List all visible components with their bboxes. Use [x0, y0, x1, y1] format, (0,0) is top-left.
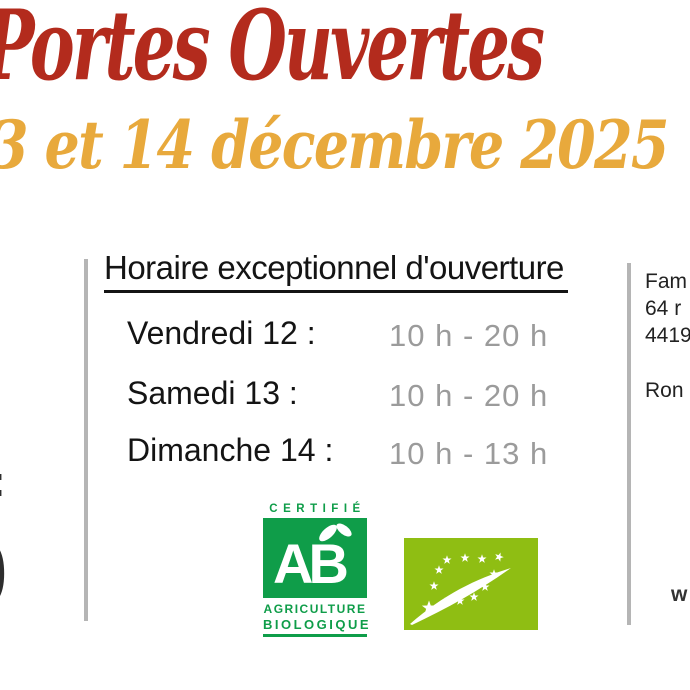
contact-block: Fam 64 r 4419 Ron [645, 268, 690, 404]
clipped-phone-digit-fragment: 0 [0, 525, 8, 622]
schedule-day-sunday: Dimanche 14 : [127, 432, 334, 468]
clipped-colon-fragment: : [0, 460, 6, 504]
schedule-box-left-border [84, 259, 88, 621]
contact-city-fragment: Ron [645, 379, 684, 402]
schedule-hours-sunday: 10 h - 13 h [389, 436, 549, 471]
contact-postcode-fragment: 4419 [645, 324, 690, 347]
euro-leaf-stem [410, 568, 511, 625]
schedule-day-friday: Vendredi 12 : [127, 315, 316, 351]
ab-biologique-label: BIOLOGIQUE [263, 617, 372, 632]
ab-certified-label: CERTIFIÉ [269, 503, 366, 515]
schedule-hours-saturday: 10 h - 20 h [389, 378, 549, 413]
schedule-hours-friday: 10 h - 20 h [389, 318, 549, 353]
website-fragment: w [671, 583, 688, 606]
schedule-heading: Horaire exceptionnel d'ouverture [104, 249, 568, 293]
ab-certification-logo: CERTIFIÉ AB AGRICULTURE BIOLOGIQUE [263, 503, 372, 637]
eu-organic-leaf-logo [404, 538, 538, 630]
ab-leaf-icon [319, 523, 352, 542]
contact-spacer [645, 349, 690, 377]
schedule-box-right-border [627, 263, 631, 625]
ab-agriculture-label: AGRICULTURE [263, 602, 367, 616]
ab-bottom-rule [263, 634, 367, 637]
ab-letters: AB [273, 532, 349, 595]
ab-green-square: AB [263, 518, 367, 598]
contact-name-fragment: Fam [645, 270, 687, 293]
contact-street-fragment: 64 r [645, 297, 682, 320]
schedule-day-saturday: Samedi 13 : [127, 375, 298, 411]
event-dates: 3 et 14 décembre 2025 [0, 106, 669, 184]
page-title: Portes Ouvertes [0, 0, 545, 102]
